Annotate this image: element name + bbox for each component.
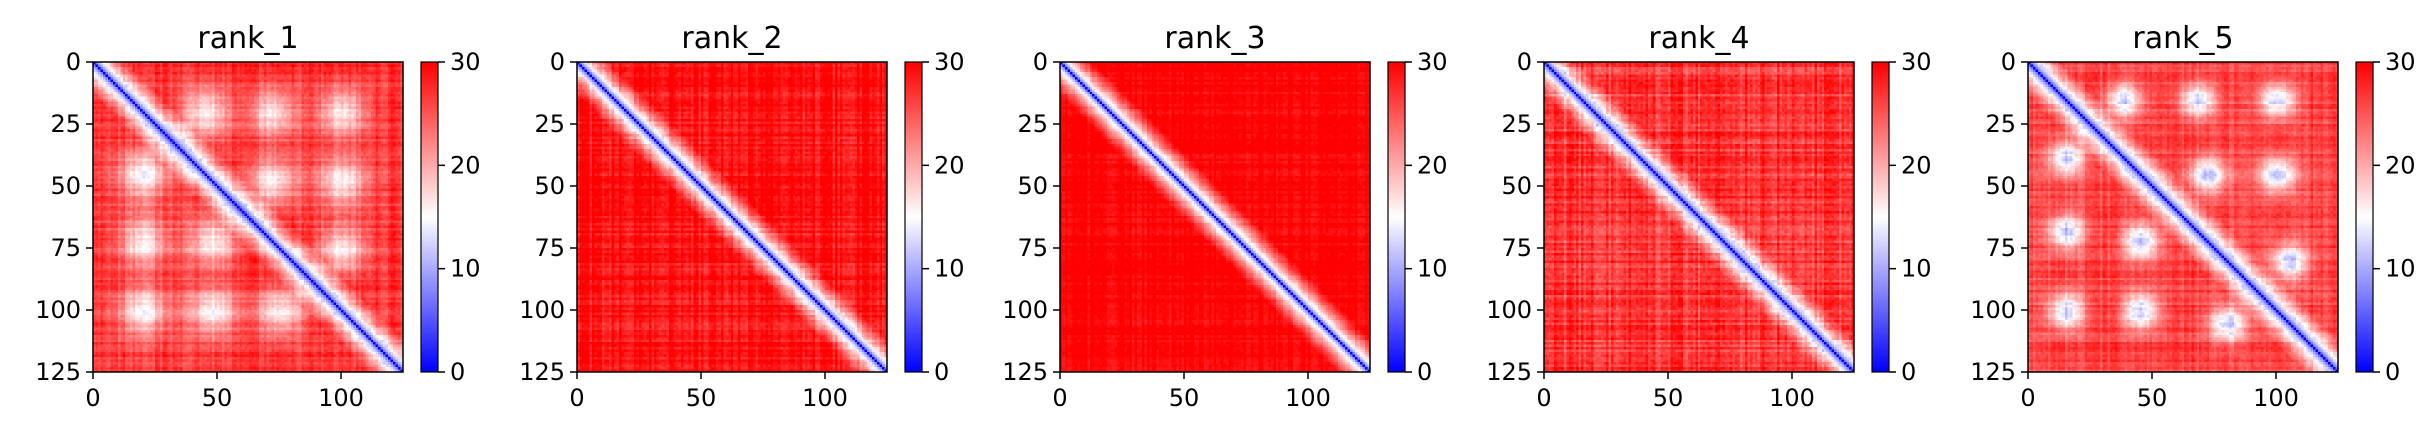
y-tick-label: 125 (519, 358, 565, 386)
colorbar-tick-label: 30 (450, 48, 481, 76)
x-tick-label: 100 (1769, 384, 1815, 412)
colorbar (421, 62, 438, 372)
panel-title: rank_1 (197, 21, 298, 56)
heatmap-image (1060, 62, 1370, 372)
heatmap-image (93, 62, 403, 372)
plot-frame (1059, 61, 1371, 373)
y-tick-label: 125 (35, 358, 81, 386)
colorbar-tick-label: 30 (1901, 48, 1932, 76)
colorbar-tick-label: 20 (934, 151, 965, 179)
colorbar-frame (1871, 61, 1890, 373)
heatmap-image (577, 62, 887, 372)
colorbar-tick-label: 0 (450, 358, 465, 386)
colorbar-tick-label: 30 (1417, 48, 1448, 76)
colorbar (2356, 62, 2373, 372)
colorbar-tick-label: 30 (934, 48, 965, 76)
x-tick-label: 100 (1285, 384, 1331, 412)
x-tick-label: 100 (802, 384, 848, 412)
colorbar-tick-label: 10 (1901, 255, 1932, 283)
x-tick-label: 0 (1536, 384, 1551, 412)
panel-title: rank_2 (681, 21, 782, 56)
plot-frame (1543, 61, 1855, 373)
y-tick-label: 25 (1501, 110, 1532, 138)
y-tick-label: 50 (50, 172, 81, 200)
y-tick-label: 0 (2001, 48, 2016, 76)
colorbar-tick-label: 20 (1901, 151, 1932, 179)
colorbar-frame (1387, 61, 1406, 373)
y-tick-label: 100 (1486, 296, 1532, 324)
colorbar-tick-label: 10 (2385, 255, 2416, 283)
colorbar (905, 62, 922, 372)
y-tick-label: 0 (1033, 48, 1048, 76)
x-tick-label: 50 (686, 384, 717, 412)
y-tick-label: 50 (1985, 172, 2016, 200)
colorbar-tick-label: 20 (1417, 151, 1448, 179)
panel-title: rank_3 (1164, 21, 1265, 56)
y-tick-label: 75 (1017, 234, 1048, 262)
y-tick-label: 0 (66, 48, 81, 76)
x-tick-label: 100 (318, 384, 364, 412)
y-tick-label: 100 (35, 296, 81, 324)
colorbar (1388, 62, 1405, 372)
x-tick-label: 50 (1653, 384, 1684, 412)
colorbar-tick-label: 20 (2385, 151, 2416, 179)
colorbar-tick-label: 0 (2385, 358, 2400, 386)
panel-title: rank_4 (1648, 21, 1749, 56)
y-tick-label: 25 (1017, 110, 1048, 138)
x-tick-label: 50 (202, 384, 233, 412)
colorbar-tick-label: 20 (450, 151, 481, 179)
x-tick-label: 0 (1052, 384, 1067, 412)
x-tick-label: 100 (2253, 384, 2299, 412)
colorbar-frame (2355, 61, 2374, 373)
x-tick-label: 0 (569, 384, 584, 412)
y-tick-label: 100 (1970, 296, 2016, 324)
colorbar-tick-label: 0 (934, 358, 949, 386)
y-tick-label: 25 (534, 110, 565, 138)
y-tick-label: 125 (1002, 358, 1048, 386)
plot-frame (2027, 61, 2339, 373)
colorbar-tick-label: 30 (2385, 48, 2416, 76)
colorbar-frame (420, 61, 439, 373)
y-tick-label: 75 (50, 234, 81, 262)
y-tick-label: 125 (1970, 358, 2016, 386)
y-tick-label: 125 (1486, 358, 1532, 386)
y-tick-label: 25 (50, 110, 81, 138)
y-tick-label: 0 (1517, 48, 1532, 76)
colorbar-tick-label: 10 (1417, 255, 1448, 283)
heatmap-image (1544, 62, 1854, 372)
y-tick-label: 25 (1985, 110, 2016, 138)
x-tick-label: 0 (85, 384, 100, 412)
colorbar (1872, 62, 1889, 372)
y-tick-label: 75 (1985, 234, 2016, 262)
y-tick-label: 100 (1002, 296, 1048, 324)
y-tick-label: 75 (534, 234, 565, 262)
x-tick-label: 0 (2020, 384, 2035, 412)
heatmap-image (2028, 62, 2338, 372)
plot-frame (92, 61, 404, 373)
y-tick-label: 50 (534, 172, 565, 200)
panel-title: rank_5 (2132, 21, 2233, 56)
y-tick-label: 100 (519, 296, 565, 324)
plot-frame (576, 61, 888, 373)
colorbar-tick-label: 10 (934, 255, 965, 283)
y-tick-label: 50 (1017, 172, 1048, 200)
colorbar-tick-label: 0 (1417, 358, 1432, 386)
colorbar-tick-label: 0 (1901, 358, 1916, 386)
colorbar-frame (904, 61, 923, 373)
y-tick-label: 75 (1501, 234, 1532, 262)
x-tick-label: 50 (1169, 384, 1200, 412)
y-tick-label: 50 (1501, 172, 1532, 200)
x-tick-label: 50 (2137, 384, 2168, 412)
colorbar-tick-label: 10 (450, 255, 481, 283)
y-tick-label: 0 (550, 48, 565, 76)
